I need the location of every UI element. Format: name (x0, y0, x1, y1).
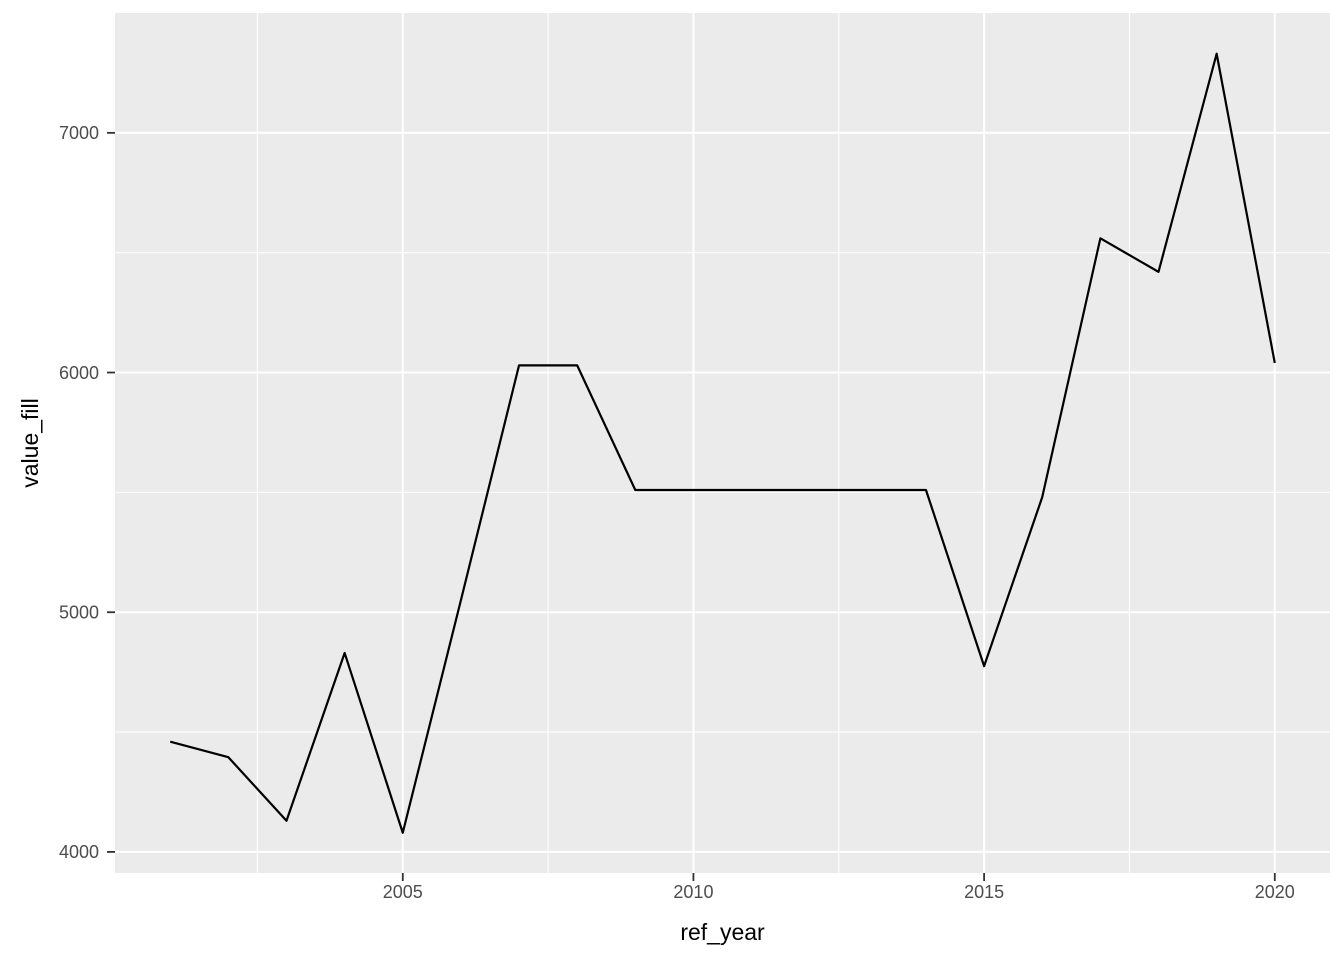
y-tick-label: 5000 (59, 603, 99, 623)
y-tick-labels: 4000 5000 6000 7000 (59, 123, 99, 862)
y-axis-title: value_fill (17, 398, 43, 488)
x-tick-labels: 2005 2010 2015 2020 (383, 882, 1295, 902)
axis-tick-marks (107, 131, 1276, 881)
y-tick-label: 7000 (59, 123, 99, 143)
x-axis-title: ref_year (680, 919, 765, 945)
x-tick-label: 2015 (964, 882, 1004, 902)
y-tick-label: 4000 (59, 842, 99, 862)
data-line (169, 52, 1276, 834)
x-tick-label: 2020 (1255, 882, 1295, 902)
y-tick-label: 6000 (59, 363, 99, 383)
x-tick-label: 2010 (673, 882, 713, 902)
minor-gridlines (115, 13, 1330, 873)
major-gridlines (115, 13, 1330, 873)
panel-background (115, 13, 1330, 873)
x-tick-label: 2005 (383, 882, 423, 902)
